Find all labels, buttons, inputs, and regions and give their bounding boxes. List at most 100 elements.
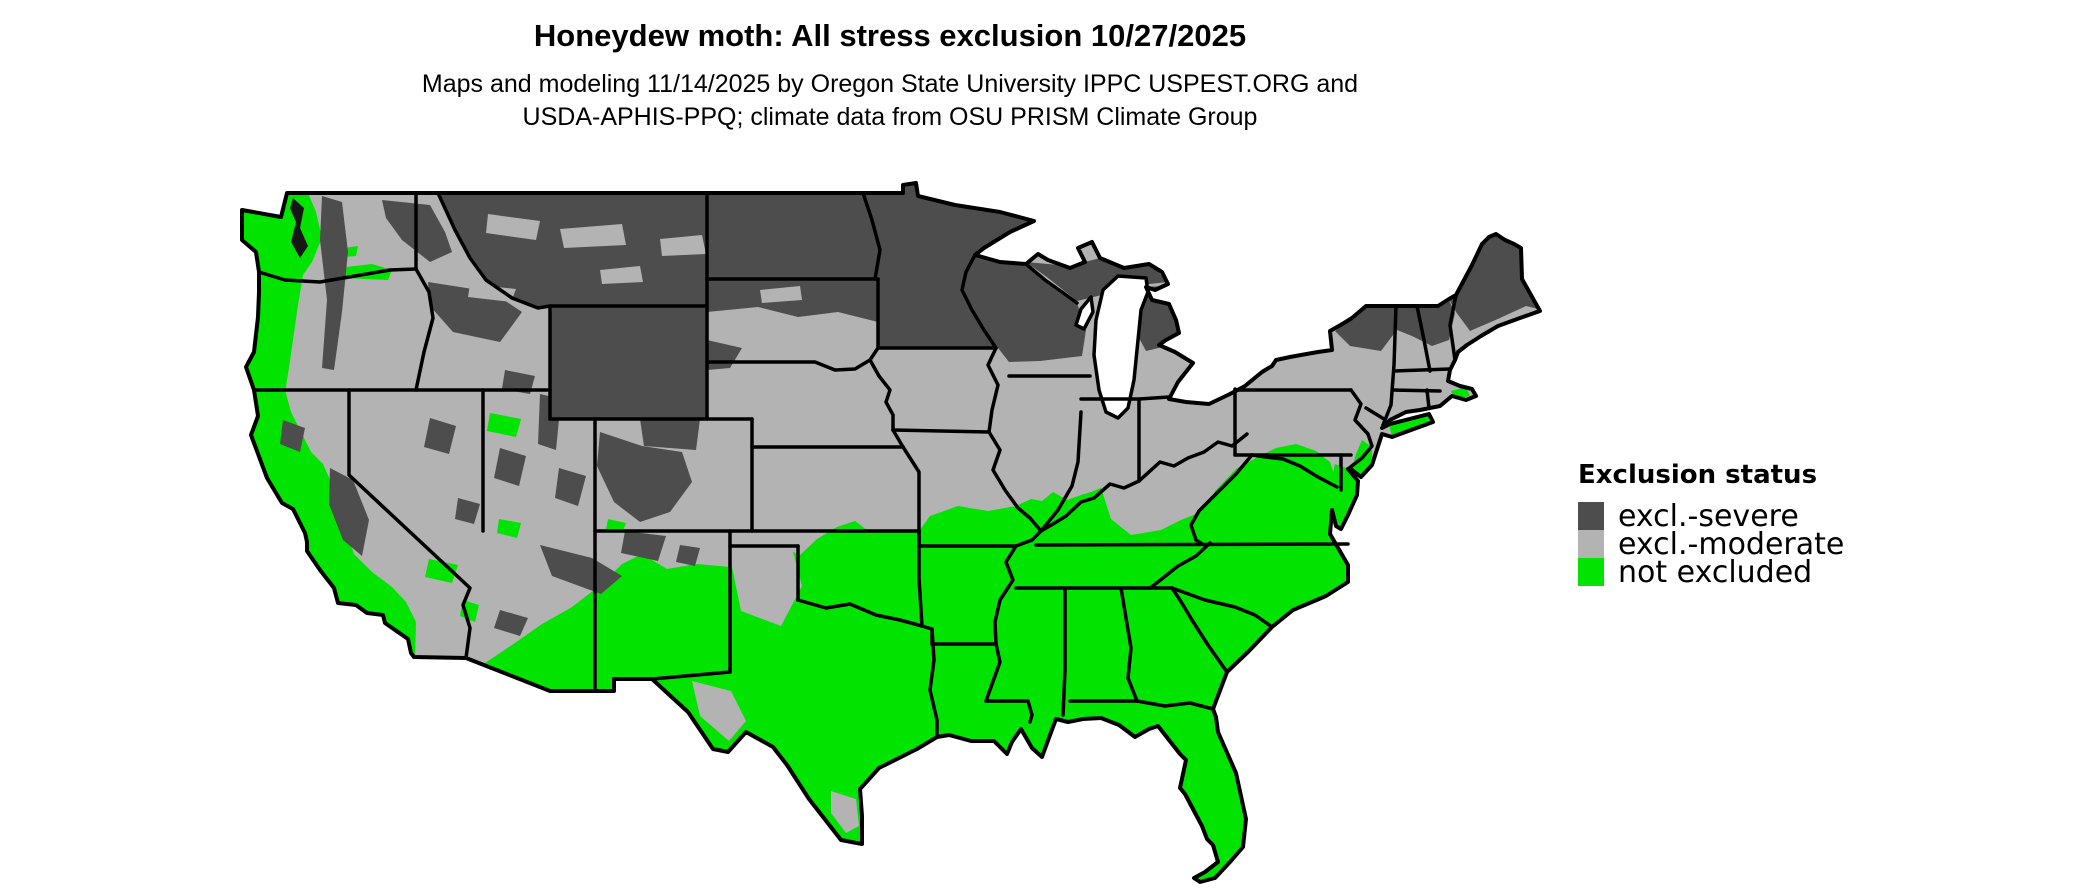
patch-moderate-llano-estacado bbox=[730, 542, 802, 626]
patch-moderate-montana4 bbox=[468, 284, 516, 302]
border-sd-ne bbox=[705, 358, 872, 372]
region-severe-wasatch bbox=[538, 394, 561, 450]
region-severe-arizona-patch bbox=[494, 610, 528, 636]
border-mo-ks bbox=[901, 445, 921, 548]
moderate-label: excl.-moderate bbox=[1618, 527, 1845, 562]
region-green-southwest-utah bbox=[497, 519, 521, 538]
border-ms-al bbox=[1061, 586, 1067, 717]
border-mn-wi bbox=[960, 253, 998, 350]
border-vt-nh bbox=[1415, 304, 1432, 373]
legend-item-not-excluded: not excluded bbox=[1578, 555, 1844, 590]
border-or-id bbox=[414, 267, 435, 392]
border-tn-nc bbox=[1148, 541, 1212, 590]
region-severe-northwest-california bbox=[280, 420, 305, 452]
puget-sound bbox=[290, 198, 308, 258]
border-ga-sc bbox=[1170, 586, 1229, 674]
moderate-swatch bbox=[1578, 530, 1604, 558]
patch-moderate-montana3 bbox=[660, 235, 706, 256]
border-al-ga bbox=[1119, 586, 1139, 703]
patch-moderate-montana2 bbox=[560, 224, 626, 248]
region-green-snake-plain bbox=[487, 413, 521, 437]
patch-moderate-trans-pecos bbox=[692, 681, 746, 741]
region-severe-upper-peninsula bbox=[1026, 258, 1168, 301]
severe-swatch bbox=[1578, 502, 1604, 530]
legend-title: Exclusion status bbox=[1578, 460, 1818, 490]
region-severe-cascades bbox=[320, 196, 348, 370]
border-id-mt bbox=[436, 191, 552, 310]
lake-michigan bbox=[1092, 274, 1150, 420]
patch-moderate-south-dakota bbox=[760, 286, 802, 303]
region-green-south-nevada bbox=[425, 559, 458, 583]
subtitle-line2: USDA-APHIS-PPQ; climate data from OSU PR… bbox=[522, 103, 1258, 131]
border-tx-la bbox=[928, 627, 939, 739]
region-severe-nevada-range2 bbox=[494, 448, 526, 486]
border-ca-nv bbox=[347, 388, 472, 660]
border-mo-il-mississippi bbox=[987, 430, 1043, 548]
border-nd-mn-red-river bbox=[861, 191, 882, 281]
border-ct-ri bbox=[1425, 388, 1431, 410]
region-severe-sierra-nevada bbox=[329, 468, 369, 556]
border-ma-north bbox=[1392, 367, 1452, 373]
border-ia-mo bbox=[891, 428, 991, 434]
region-severe-utah-plateau bbox=[555, 468, 586, 506]
subtitle-line1: Maps and modeling 11/14/2025 by Oregon S… bbox=[421, 70, 1359, 98]
border-va-wv-ky bbox=[1189, 453, 1254, 545]
border-ma-south bbox=[1391, 388, 1442, 393]
region-severe-nevada-range4 bbox=[502, 370, 535, 394]
legend-item-moderate: excl.-moderate bbox=[1578, 527, 1845, 562]
state-borders bbox=[252, 191, 1458, 739]
region-severe-nevada-range3 bbox=[455, 498, 480, 524]
region-green-delmarva bbox=[1331, 464, 1358, 529]
not-excluded-label: not excluded bbox=[1618, 555, 1813, 590]
legend: Exclusion status excl.-severe excl.-mode… bbox=[1578, 460, 1845, 590]
border-ia-east-mississippi bbox=[986, 346, 1000, 434]
green-bay bbox=[1074, 295, 1095, 331]
header: Honeydew moth: All stress exclusion 10/2… bbox=[0, 0, 1780, 134]
border-missouri-river-ne-ia bbox=[877, 374, 895, 432]
border-nc-sc bbox=[1170, 586, 1274, 629]
page-title: Honeydew moth: All stress exclusion 10/2… bbox=[533, 18, 1247, 53]
patch-moderate-montana5 bbox=[600, 266, 643, 284]
severe-label: excl.-severe bbox=[1618, 499, 1799, 534]
region-severe-north-colorado bbox=[640, 419, 700, 450]
border-nm-tx-south bbox=[650, 670, 732, 681]
border-la-ms bbox=[984, 699, 1034, 724]
border-ga-fl bbox=[1135, 699, 1215, 711]
region-green-long-island bbox=[1389, 413, 1434, 438]
region-severe-mogollon-rim bbox=[540, 545, 622, 594]
legend-item-severe: excl.-severe bbox=[1578, 499, 1844, 534]
region-severe-northern-plains bbox=[438, 183, 1034, 348]
region-green-channel-islands2 bbox=[331, 639, 352, 650]
border-ny-east bbox=[1381, 304, 1398, 427]
not-excluded-swatch bbox=[1578, 558, 1604, 586]
region-severe-adirondacks bbox=[1335, 308, 1396, 351]
border-potomac bbox=[1250, 453, 1339, 489]
border-il-in bbox=[1039, 410, 1083, 533]
patch-moderate-maine-coast bbox=[1470, 306, 1538, 336]
region-severe-north-new-mexico bbox=[621, 531, 666, 561]
border-ne-mo bbox=[891, 428, 905, 449]
border-ky-tn-va-nc bbox=[1034, 542, 1350, 547]
border-mi-in-oh bbox=[1079, 395, 1171, 401]
border-mississippi-river-south bbox=[984, 544, 1018, 703]
border-red-river bbox=[796, 598, 924, 628]
border-delaware-river bbox=[1346, 388, 1374, 471]
patch-moderate-south-texas bbox=[831, 791, 859, 833]
border-nh-me bbox=[1448, 293, 1458, 362]
region-severe-sangre-de-cristo bbox=[676, 545, 700, 566]
region-severe-wyoming bbox=[550, 306, 707, 419]
border-wa-or bbox=[257, 267, 418, 284]
region-severe-nevada-range1 bbox=[424, 418, 456, 454]
region-severe-colorado-rockies bbox=[597, 432, 692, 522]
patch-moderate-montana1 bbox=[486, 214, 540, 240]
border-ny-nj bbox=[1364, 406, 1386, 421]
subtitle: Maps and modeling 11/14/2025 by Oregon S… bbox=[0, 68, 1780, 134]
region-green-channel-islands bbox=[291, 618, 318, 631]
region-severe-vermont-new-hampshire bbox=[1396, 300, 1455, 346]
region-severe-wisconsin bbox=[962, 255, 1086, 362]
